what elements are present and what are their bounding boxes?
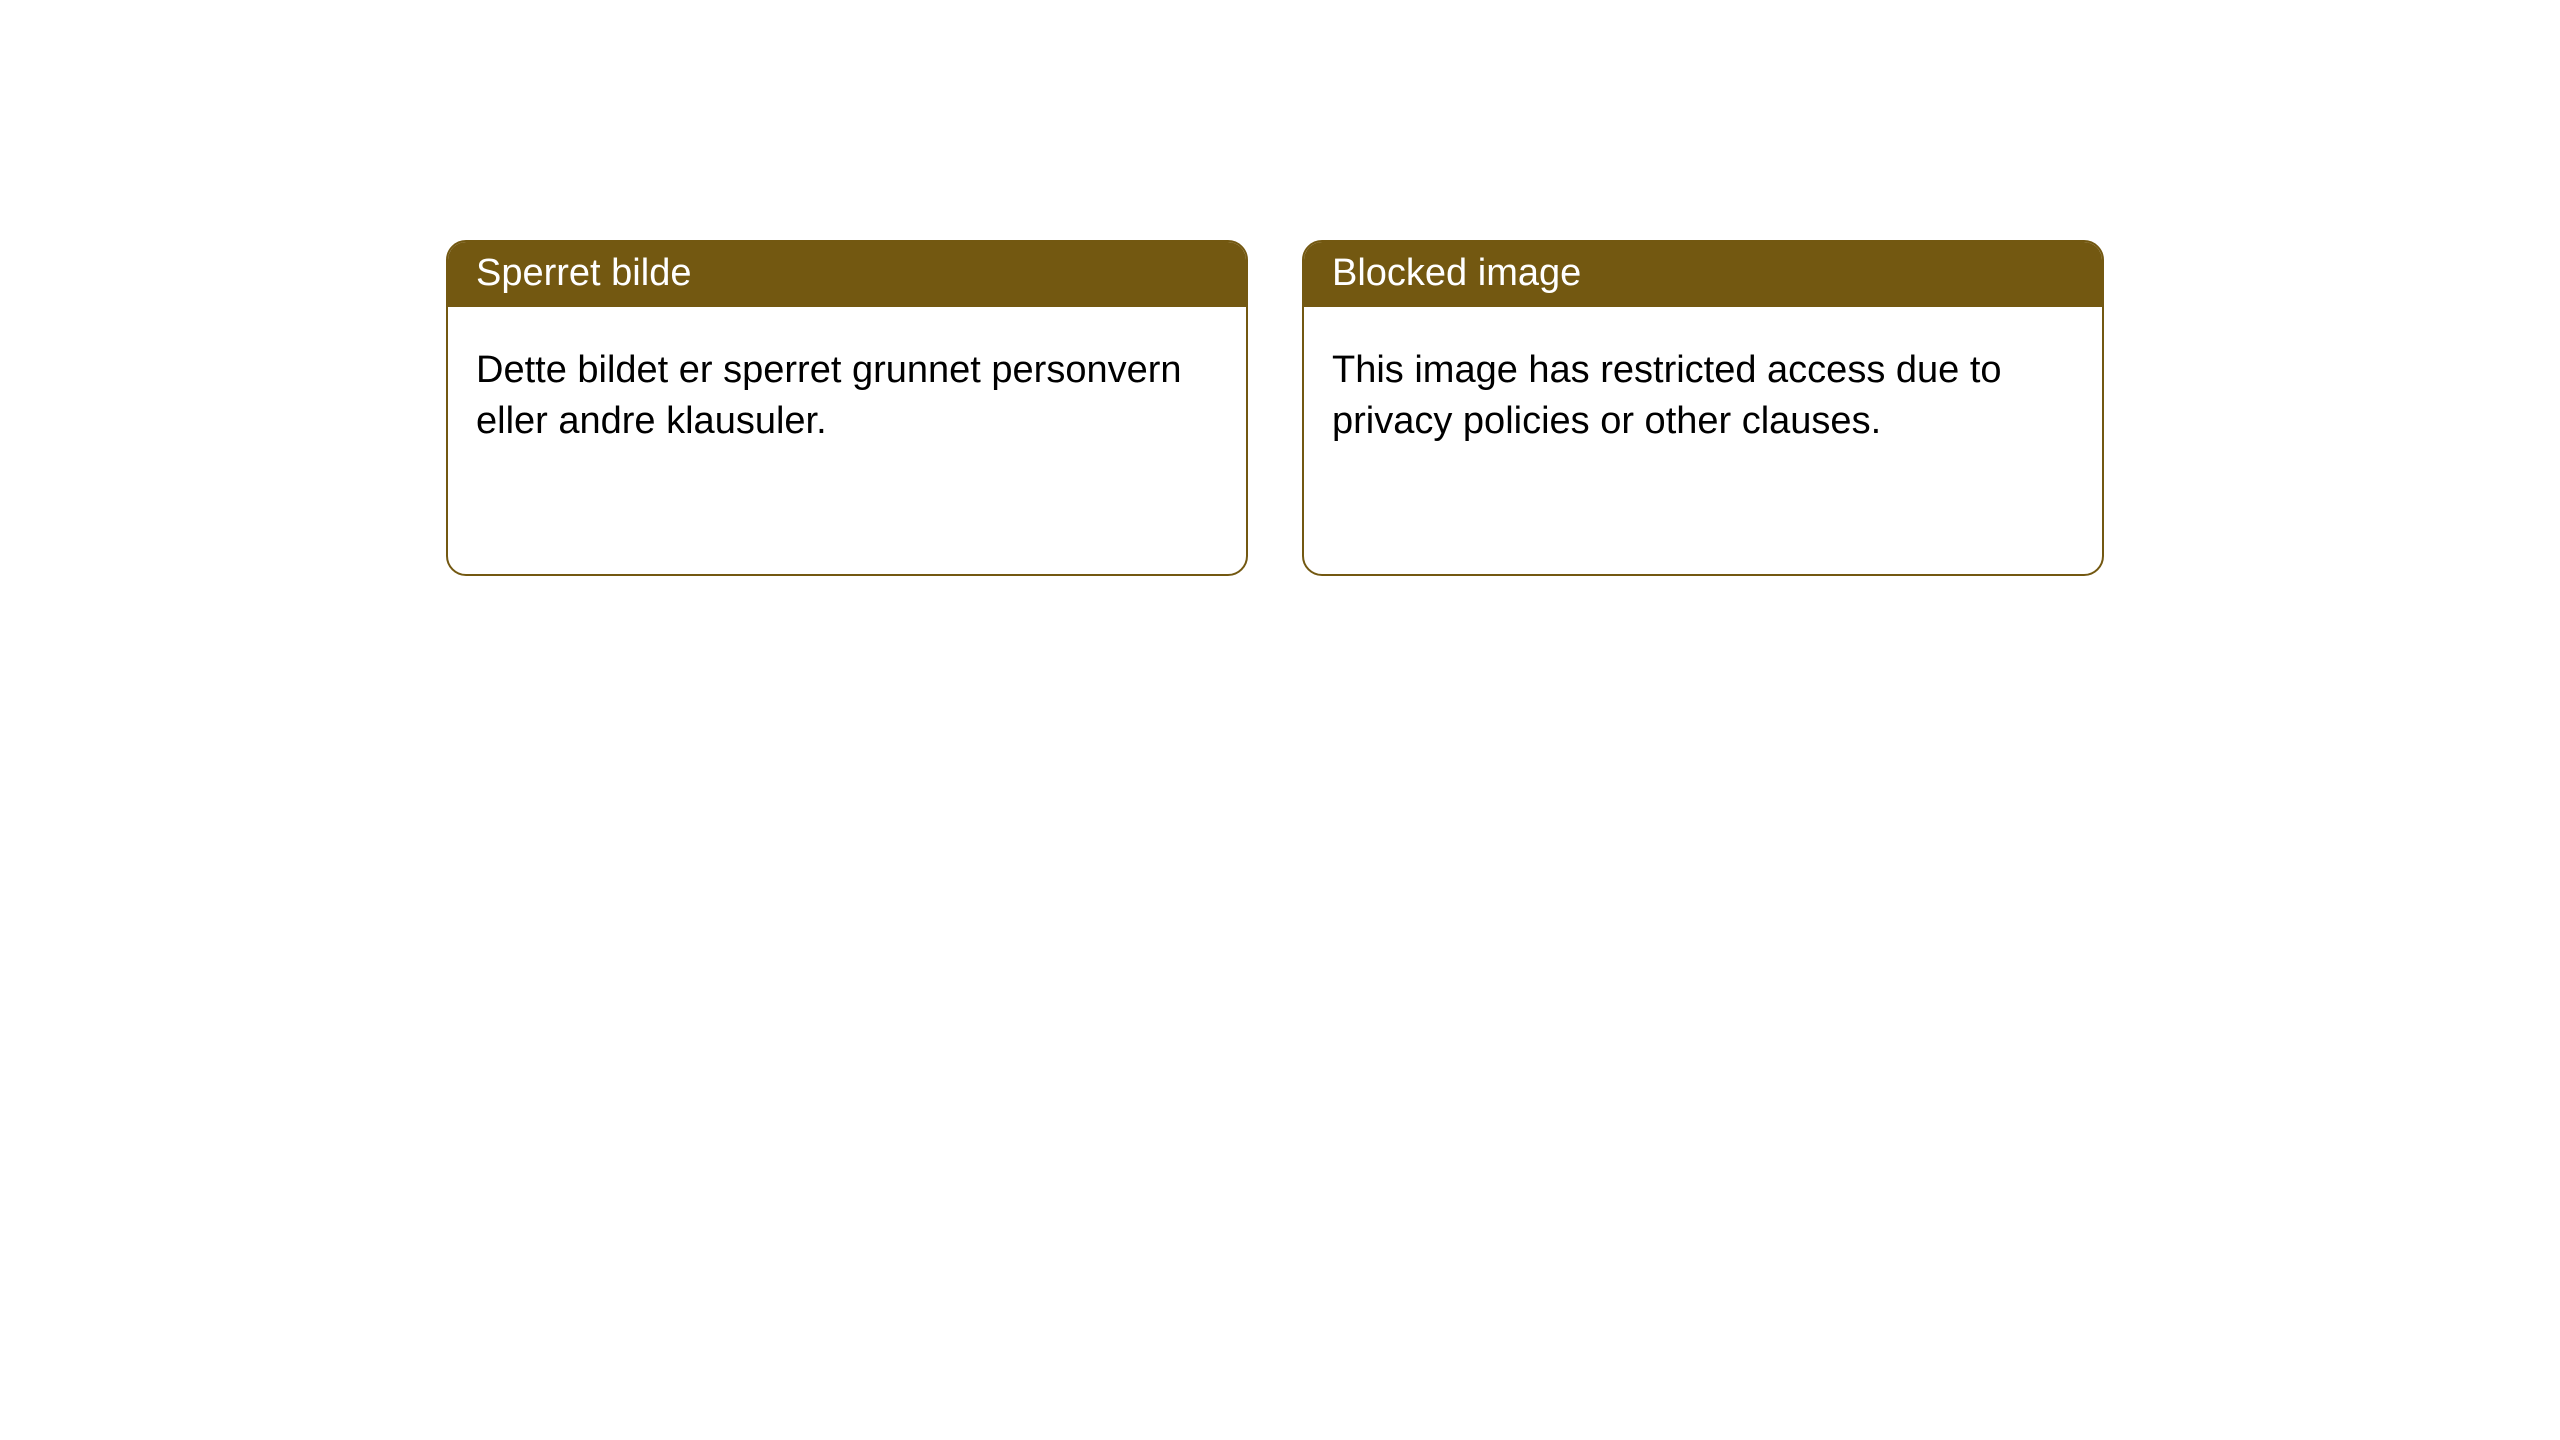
card-body-en: This image has restricted access due to … (1304, 307, 2102, 486)
notice-container: Sperret bilde Dette bildet er sperret gr… (0, 0, 2560, 576)
blocked-image-card-en: Blocked image This image has restricted … (1302, 240, 2104, 576)
blocked-image-card-no: Sperret bilde Dette bildet er sperret gr… (446, 240, 1248, 576)
card-header-no: Sperret bilde (448, 242, 1246, 307)
card-body-no: Dette bildet er sperret grunnet personve… (448, 307, 1246, 486)
card-header-en: Blocked image (1304, 242, 2102, 307)
